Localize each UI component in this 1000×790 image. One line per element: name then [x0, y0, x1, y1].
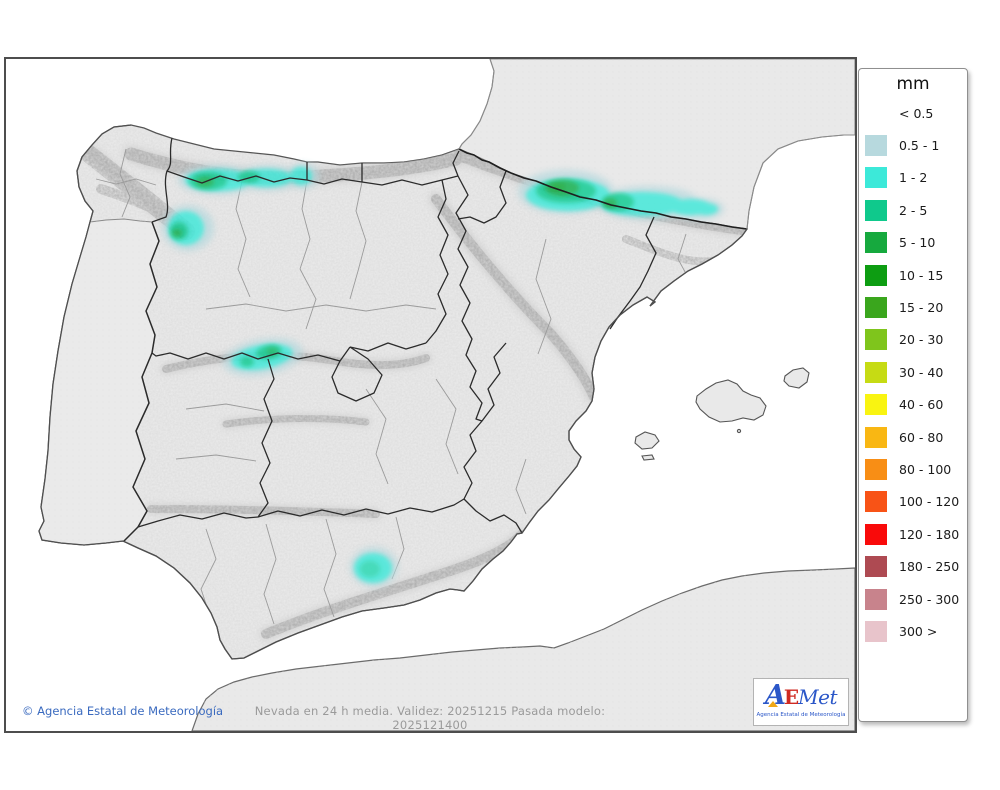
ibiza-island — [634, 431, 660, 450]
cabrera-island — [736, 428, 742, 434]
portugal-landmass — [38, 218, 160, 546]
copyright-text: © Agencia Estatal de Meteorología — [22, 704, 224, 718]
aemet-logo: AEMet Agencia Estatal de Meteorología — [753, 678, 849, 726]
spain-snowfall-map-svg — [38, 59, 855, 731]
legend-row: 15 - 20 — [859, 291, 967, 323]
legend-swatch — [865, 620, 887, 642]
legend-swatch — [865, 458, 887, 480]
legend-row: 1 - 2 — [859, 162, 967, 194]
legend-swatch — [865, 426, 887, 448]
balearic-islands — [634, 367, 810, 461]
legend-title: mm — [896, 74, 930, 94]
legend-label: 20 - 30 — [899, 332, 944, 348]
legend-label: 180 - 250 — [899, 559, 960, 575]
legend-row: 5 - 10 — [859, 227, 967, 259]
coastlines — [38, 59, 855, 660]
legend-swatch — [865, 523, 887, 545]
legend-row: 0.5 - 1 — [859, 129, 967, 161]
legend-label: < 0.5 — [899, 105, 934, 121]
aemet-logo-accent-triangle — [768, 701, 778, 707]
legend-swatch — [865, 588, 887, 610]
mallorca-island — [695, 379, 767, 423]
community-borders — [123, 137, 748, 542]
province-borders — [95, 148, 691, 625]
legend-swatch — [865, 167, 887, 189]
legend-label: 0.5 - 1 — [899, 138, 940, 154]
legend-swatch — [865, 329, 887, 351]
legend-row: 300 > — [859, 615, 967, 647]
legend-swatch — [865, 135, 887, 157]
legend-row: < 0.5 — [859, 97, 967, 129]
legend-swatch — [865, 199, 887, 221]
legend-label: 40 - 60 — [899, 397, 944, 413]
legend-row: 250 - 300 — [859, 583, 967, 615]
legend-row: 180 - 250 — [859, 550, 967, 582]
legend-swatch — [865, 491, 887, 513]
legend-panel: mm < 0.5 0.5 - 1 1 - 2 2 - 5 5 - 10 10 - 15 15… — [858, 68, 968, 722]
legend-label: 1 - 2 — [899, 170, 928, 186]
legend-label: 120 - 180 — [899, 526, 960, 542]
legend-label: 15 - 20 — [899, 300, 944, 316]
africa-landmass — [191, 567, 855, 731]
aemet-logo-met: Met — [798, 685, 838, 709]
legend-row: 30 - 40 — [859, 356, 967, 388]
legend-rows: < 0.5 0.5 - 1 1 - 2 2 - 5 5 - 10 10 - 15 15 - … — [859, 97, 967, 648]
legend-label: 80 - 100 — [899, 461, 952, 477]
legend-label: 100 - 120 — [899, 494, 960, 510]
legend-label: 60 - 80 — [899, 429, 944, 445]
legend-row: 80 - 100 — [859, 453, 967, 485]
legend-swatch — [865, 556, 887, 578]
legend-swatch — [865, 361, 887, 383]
legend-row: 100 - 120 — [859, 486, 967, 518]
aemet-logo-subtitle: Agencia Estatal de Meteorología — [756, 712, 846, 718]
legend-swatch — [865, 232, 887, 254]
legend-row: 40 - 60 — [859, 389, 967, 421]
legend-swatch — [865, 297, 887, 319]
legend-swatch — [865, 394, 887, 416]
aemet-logo-letter-e: E — [783, 685, 799, 709]
legend-label: 2 - 5 — [899, 202, 928, 218]
legend-swatch — [865, 264, 887, 286]
snowfall-areas — [162, 163, 724, 587]
legend-label: 30 - 40 — [899, 364, 944, 380]
legend-row: 20 - 30 — [859, 324, 967, 356]
legend-row: 2 - 5 — [859, 194, 967, 226]
legend-swatch-empty — [865, 103, 887, 124]
legend-label: 300 > — [899, 623, 938, 639]
legend-row: 60 - 80 — [859, 421, 967, 453]
legend-row: 10 - 15 — [859, 259, 967, 291]
legend-label: 10 - 15 — [899, 267, 944, 283]
aemet-logo-wordmark: AEMet — [754, 679, 848, 711]
formentera-island — [641, 454, 655, 461]
menorca-island — [783, 367, 810, 389]
legend-label: 250 - 300 — [899, 591, 960, 607]
model-info-text: Nevada en 24 h media. Validez: 20251215 … — [254, 704, 606, 732]
map-frame — [4, 57, 857, 733]
legend-label: 5 - 10 — [899, 235, 936, 251]
legend-row: 120 - 180 — [859, 518, 967, 550]
